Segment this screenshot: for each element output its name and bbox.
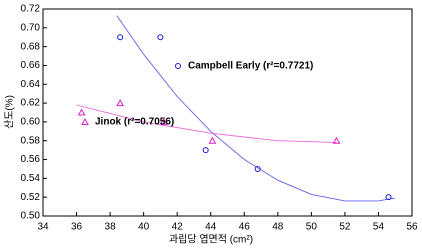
legend-label: Campbell Early (r²=0.7721) xyxy=(188,61,313,72)
y-tick-label: 0.56 xyxy=(21,154,41,165)
point xyxy=(332,136,341,144)
fit-line xyxy=(76,104,337,144)
plot-frame xyxy=(42,8,413,217)
fit-line xyxy=(116,15,396,202)
x-tick-label: 40 xyxy=(138,222,150,233)
point xyxy=(77,108,86,116)
legend-marker xyxy=(175,63,181,69)
x-tick-label: 50 xyxy=(306,222,318,233)
point xyxy=(208,136,217,144)
y-tick-label: 0.54 xyxy=(21,173,41,184)
x-tick-label: 42 xyxy=(172,222,184,233)
y-tick-label: 0.68 xyxy=(21,41,41,52)
x-axis-label: 과립당 엽면적 (cm²) xyxy=(169,233,253,246)
y-tick-label: 0.60 xyxy=(21,117,41,128)
y-tick-label: 0.72 xyxy=(21,4,41,15)
x-tick-label: 48 xyxy=(272,222,284,233)
point xyxy=(385,194,392,201)
y-tick-label: 0.62 xyxy=(21,98,41,109)
y-tick-label: 0.52 xyxy=(21,192,41,203)
point xyxy=(157,34,164,41)
point xyxy=(116,99,124,107)
y-axis-label: 산도(%) xyxy=(4,95,16,129)
point xyxy=(254,165,261,172)
point xyxy=(117,34,124,41)
x-tick-label: 38 xyxy=(105,222,117,233)
x-tick-label: 56 xyxy=(406,222,418,233)
x-tick-label: 36 xyxy=(71,222,83,233)
x-tick-label: 52 xyxy=(339,222,351,233)
y-tick-label: 0.66 xyxy=(21,60,41,71)
legend-label: Jinok (r²=0.7056) xyxy=(95,117,174,128)
point xyxy=(159,117,168,125)
legend-marker xyxy=(81,117,89,125)
y-tick-label: 0.70 xyxy=(21,22,41,33)
x-tick-label: 34 xyxy=(37,222,49,233)
y-tick-label: 0.64 xyxy=(21,79,41,90)
y-tick-label: 0.50 xyxy=(21,211,41,222)
x-tick-label: 54 xyxy=(373,222,385,233)
x-tick-label: 46 xyxy=(239,222,251,233)
x-tick-label: 44 xyxy=(205,222,217,233)
point xyxy=(202,147,209,154)
y-tick-label: 0.58 xyxy=(21,135,41,146)
